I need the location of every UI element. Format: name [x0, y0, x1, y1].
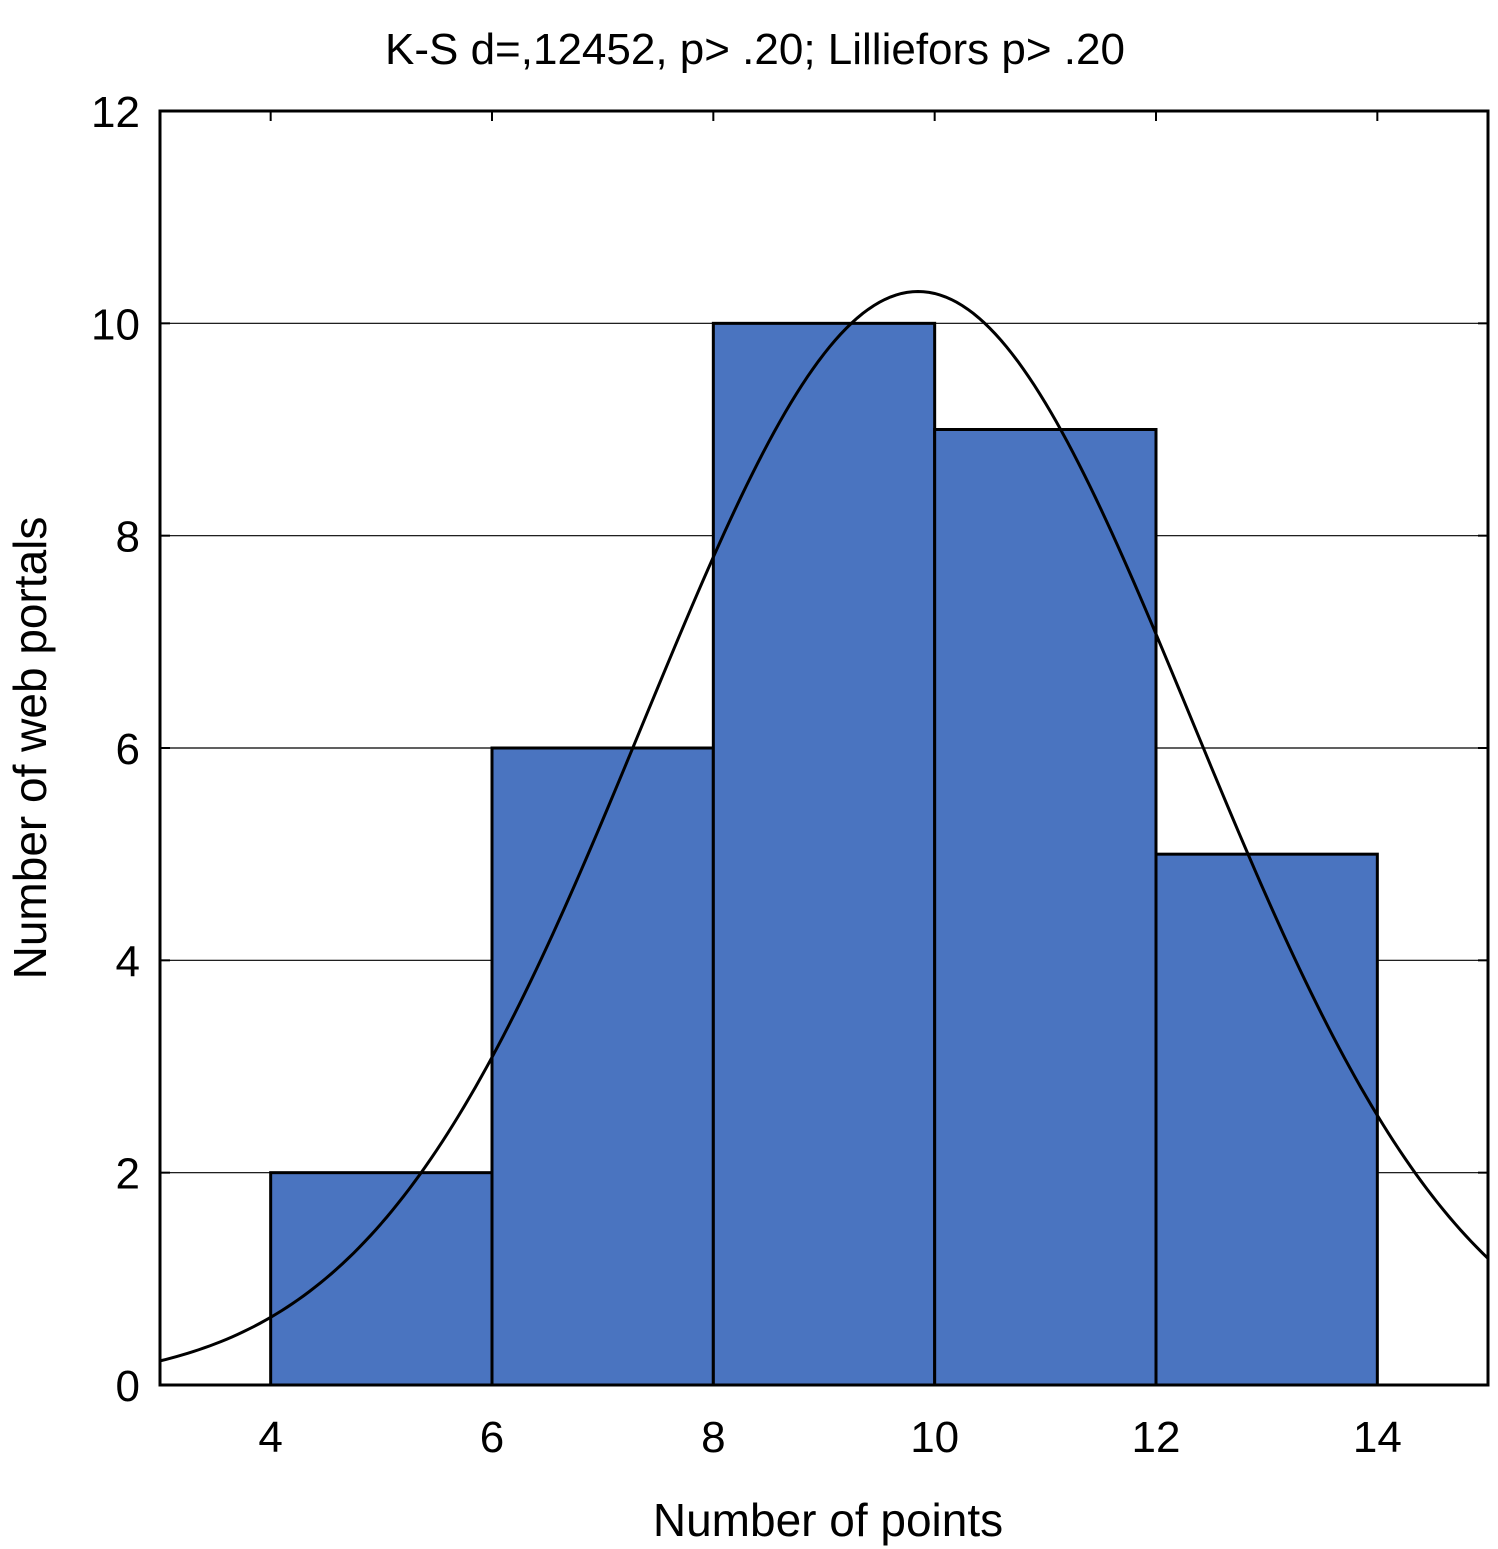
- x-axis-label: Number of points: [653, 1494, 1003, 1546]
- y-tick-label-6: 6: [116, 725, 140, 774]
- histogram-bar-1: [269, 1171, 494, 1387]
- y-tick-label-8: 8: [116, 513, 140, 562]
- x-tick-label-10: 10: [910, 1413, 959, 1462]
- x-tick-label-8: 8: [701, 1413, 725, 1462]
- histogram-bar-3: [711, 321, 937, 1387]
- histogram-bar-2: [490, 746, 715, 1387]
- x-tick-label-14: 14: [1353, 1413, 1402, 1462]
- x-tick-label-12: 12: [1132, 1413, 1181, 1462]
- y-tick-label-12: 12: [91, 88, 140, 137]
- x-tick-labels: 4 6 8 10 12 14: [258, 1413, 1401, 1462]
- histogram-bars: [269, 321, 1379, 1387]
- y-tick-label-0: 0: [116, 1362, 140, 1411]
- axis-ticks: [160, 110, 1488, 1386]
- y-tick-label-10: 10: [91, 300, 140, 349]
- y-tick-label-4: 4: [116, 937, 140, 986]
- y-tick-label-2: 2: [116, 1150, 140, 1199]
- x-tick-label-6: 6: [480, 1413, 504, 1462]
- histogram-bar-5: [1154, 852, 1379, 1387]
- normal-fit-curve: [159, 289, 1490, 1363]
- x-tick-label-4: 4: [258, 1413, 282, 1462]
- chart-title: K-S d=,12452, p> .20; Lilliefors p> .20: [385, 25, 1125, 74]
- y-axis-label: Number of web portals: [4, 517, 56, 980]
- y-tick-labels: 0 2 4 6 8 10 12: [91, 88, 140, 1411]
- histogram-bar-4: [933, 428, 1158, 1387]
